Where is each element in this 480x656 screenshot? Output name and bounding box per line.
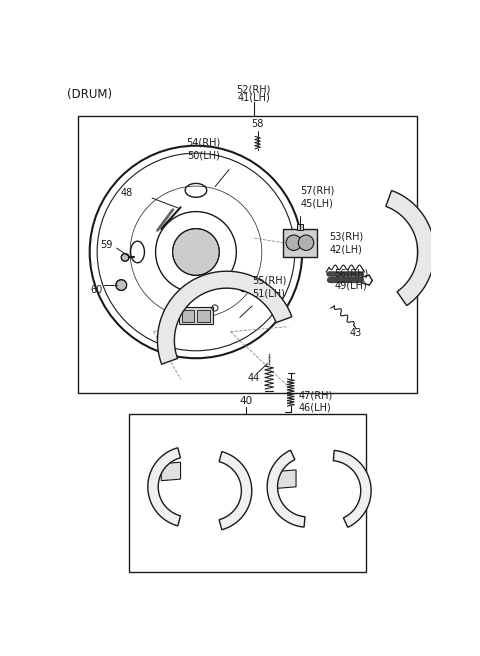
Polygon shape [161, 462, 180, 481]
Text: 48: 48 [120, 188, 133, 197]
Text: 55(RH)
51(LH): 55(RH) 51(LH) [252, 276, 287, 298]
Text: 57(RH)
45(LH): 57(RH) 45(LH) [300, 186, 335, 208]
Circle shape [116, 279, 127, 291]
Text: 41(LH): 41(LH) [237, 92, 270, 102]
Text: 53(RH)
42(LH): 53(RH) 42(LH) [329, 232, 363, 255]
Polygon shape [386, 190, 435, 306]
Text: 54(RH)
50(LH): 54(RH) 50(LH) [187, 138, 221, 160]
Text: (DRUM): (DRUM) [67, 88, 112, 101]
Circle shape [121, 253, 129, 261]
Bar [283, 229, 317, 256]
Text: 47(RH)
46(LH): 47(RH) 46(LH) [299, 390, 333, 413]
Text: 56(RH)
49(LH): 56(RH) 49(LH) [335, 268, 369, 291]
Bar [129, 415, 366, 572]
Polygon shape [157, 271, 292, 364]
Bar [197, 310, 210, 322]
Text: 60: 60 [90, 285, 103, 295]
Bar [78, 115, 417, 393]
Text: 52(RH): 52(RH) [237, 85, 271, 95]
Text: 43: 43 [350, 328, 362, 338]
Text: 59: 59 [100, 240, 112, 250]
Circle shape [299, 235, 314, 251]
Polygon shape [219, 451, 252, 529]
Text: 44: 44 [248, 373, 260, 383]
Polygon shape [333, 451, 371, 527]
Bar [182, 310, 194, 322]
Text: 40: 40 [240, 396, 252, 406]
Bar [179, 307, 213, 324]
Text: 58: 58 [252, 119, 264, 129]
Polygon shape [267, 450, 305, 527]
Polygon shape [148, 448, 180, 526]
Circle shape [286, 235, 301, 251]
Circle shape [173, 228, 219, 276]
Bar [297, 224, 303, 230]
Polygon shape [277, 470, 296, 488]
